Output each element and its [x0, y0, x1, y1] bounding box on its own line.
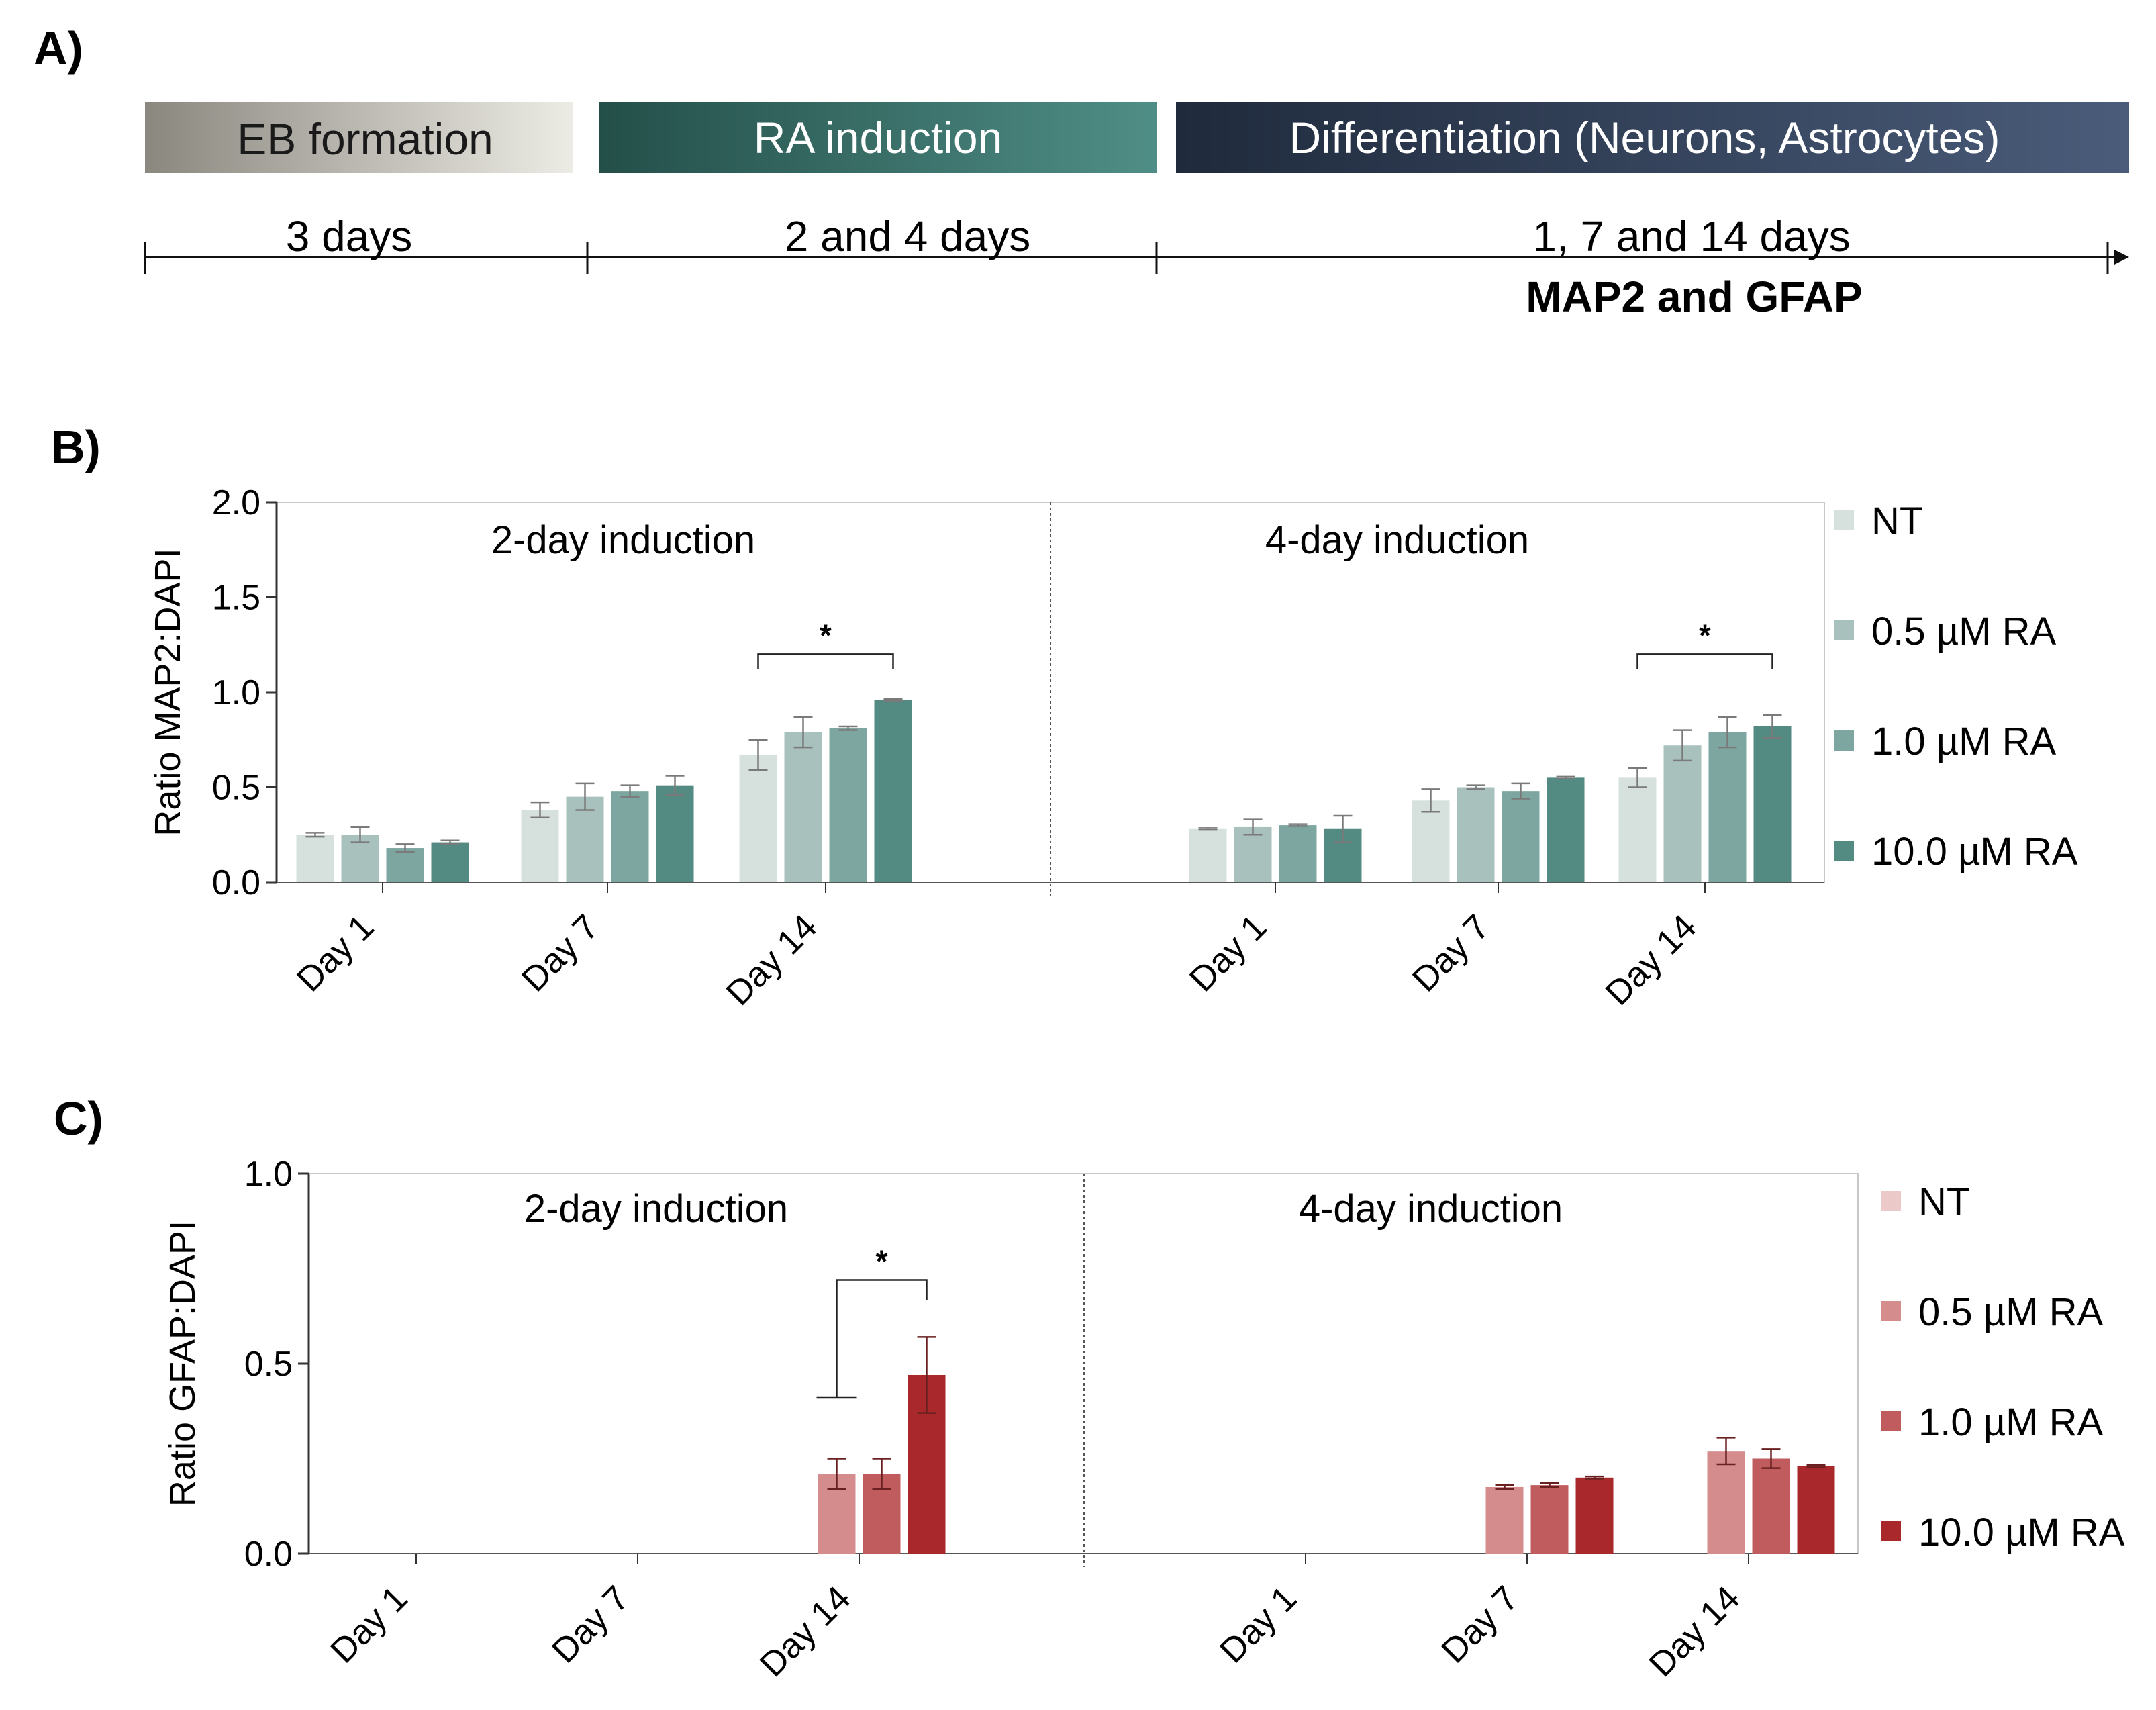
legend-swatch-1-0-m-ra: [1881, 1411, 1901, 1431]
x-tick-label: Day 1: [289, 907, 381, 999]
bar-1-0-m-ra-day-14: [1708, 732, 1747, 882]
stage-bar-differentiation: [1176, 102, 2129, 173]
legend-label-1-0-m-ra: 1.0 µM RA: [1871, 720, 2056, 763]
bar-10-0-m-ra-day-14: [874, 700, 912, 882]
legend-label-1-0-m-ra: 1.0 µM RA: [1918, 1400, 2103, 1444]
bar-1-0-m-ra-day-1: [386, 848, 424, 882]
panel-label-b: B): [51, 421, 101, 473]
stage-label-differentiation: Differentiation (Neurons, Astrocytes): [1289, 113, 2000, 162]
stage-label-ra-induction: RA induction: [754, 113, 1003, 162]
bar-10-0-m-ra-day-7: [1547, 777, 1585, 882]
y-tick-label: 0.0: [244, 1535, 293, 1574]
x-tick-label: Day 7: [514, 907, 606, 999]
stage-bar-eb-formation: [145, 102, 573, 173]
bar-1-0-m-ra-day-14: [829, 728, 867, 882]
bar-nt-day-14: [1618, 777, 1657, 882]
bar-nt-day-1: [1189, 828, 1227, 882]
bar-0-5-m-ra-day-1: [1234, 826, 1272, 882]
legend-label-nt: NT: [1918, 1180, 1970, 1224]
bar-10-0-m-ra-day-14: [1753, 726, 1792, 882]
y-tick-label: 2.0: [212, 483, 260, 522]
y-tick-label: 1.0: [244, 1155, 293, 1194]
legend-label-10-0-m-ra: 10.0 µM RA: [1918, 1511, 2125, 1554]
facet-title: 2-day induction: [524, 1187, 788, 1231]
bar-0-5-m-ra-day-7: [1485, 1486, 1524, 1554]
x-tick-label: Day 7: [544, 1578, 636, 1670]
legend-swatch-10-0-m-ra: [1881, 1521, 1901, 1541]
significance-bracket: [757, 653, 894, 669]
gfap-chart: 0.0 0.5 1.0 Ratio GFAP:DAPI 2-day induction D…: [162, 1155, 2125, 1684]
significance-star: *: [876, 1243, 888, 1278]
x-tick-label: Day 14: [1598, 907, 1704, 1013]
bar-1-0-m-ra-day-14: [1752, 1458, 1790, 1554]
bar-10-0-m-ra-day-1: [431, 842, 469, 882]
facet-title: 4-day induction: [1299, 1187, 1563, 1231]
legend-swatch-1-0-m-ra: [1834, 730, 1854, 751]
legend-swatch-10-0-m-ra: [1834, 841, 1854, 861]
bar-0-5-m-ra-day-14: [1663, 745, 1702, 882]
x-tick-label: Day 14: [1642, 1578, 1748, 1684]
x-tick-label: Day 1: [323, 1578, 415, 1670]
timeline-stages: EB formation RA induction Differentiatio…: [145, 102, 2129, 173]
legend-swatch-0-5-m-ra: [1881, 1301, 1901, 1321]
facet-title: 4-day induction: [1265, 518, 1529, 562]
bar-1-0-m-ra-day-1: [1279, 825, 1317, 882]
y-tick-label: 1.5: [212, 579, 260, 618]
timeline-note: MAP2 and GFAP: [1526, 273, 1862, 321]
bar-nt-day-7: [521, 810, 559, 882]
significance-bracket: [816, 1279, 928, 1399]
stage-label-eb-formation: EB formation: [237, 114, 493, 164]
bar-10-0-m-ra-day-14: [1797, 1466, 1835, 1554]
legend-label-0-5-m-ra: 0.5 µM RA: [1918, 1290, 2103, 1334]
bar-0-5-m-ra-day-14: [1707, 1451, 1745, 1554]
bar-10-0-m-ra-day-7: [656, 785, 694, 882]
y-tick-label: 0.5: [212, 769, 260, 808]
stage-bar-ra-induction: [599, 102, 1157, 173]
y-axis-title: Ratio MAP2:DAPI: [148, 548, 188, 836]
bar-10-0-m-ra-day-7: [1575, 1477, 1614, 1554]
legend-swatch-0-5-m-ra: [1834, 620, 1854, 640]
timeline-axis: [144, 242, 2129, 274]
map2-chart: 0.0 0.5 1.0 1.5 2.0 Ratio MAP2:DAPI 2-day indu…: [148, 483, 2078, 1013]
legend-label-0-5-m-ra: 0.5 µM RA: [1871, 610, 2056, 653]
bar-0-5-m-ra-day-7: [566, 796, 604, 882]
significance-star: *: [820, 618, 832, 653]
duration-differentiation: 1, 7 and 14 days: [1532, 212, 1850, 260]
significance-star: *: [1699, 618, 1711, 653]
bar-1-0-m-ra-day-7: [611, 791, 649, 882]
bar-nt-day-14: [739, 755, 777, 882]
duration-ra-induction: 2 and 4 days: [785, 212, 1031, 260]
legend-swatch-nt: [1834, 510, 1854, 530]
legend-label-nt: NT: [1871, 500, 1923, 543]
bar-1-0-m-ra-day-7: [1530, 1485, 1569, 1554]
bar-nt-day-1: [296, 835, 334, 882]
bar-0-5-m-ra-day-14: [784, 732, 822, 882]
y-axis-title: Ratio GFAP:DAPI: [162, 1221, 203, 1507]
legend-label-10-0-m-ra: 10.0 µM RA: [1871, 830, 2078, 873]
x-tick-label: Day 14: [719, 907, 825, 1013]
x-tick-label: Day 1: [1212, 1578, 1304, 1670]
bar-nt-day-7: [1412, 800, 1450, 882]
panel-label-a: A): [34, 22, 83, 75]
y-tick-label: 0.0: [212, 863, 260, 902]
x-tick-label: Day 7: [1434, 1578, 1526, 1670]
significance-bracket: [1636, 653, 1773, 669]
legend-swatch-nt: [1881, 1191, 1901, 1211]
facet-title: 2-day induction: [491, 518, 755, 562]
y-tick-label: 1.0: [212, 673, 260, 712]
x-tick-label: Day 7: [1405, 907, 1497, 999]
bar-0-5-m-ra-day-7: [1457, 787, 1495, 882]
x-tick-label: Day 1: [1182, 907, 1274, 999]
y-tick-label: 0.5: [244, 1345, 293, 1384]
panel-label-c: C): [54, 1092, 103, 1145]
duration-eb-formation: 3 days: [286, 212, 413, 260]
x-tick-label: Day 14: [752, 1578, 859, 1684]
bar-1-0-m-ra-day-7: [1502, 791, 1540, 882]
